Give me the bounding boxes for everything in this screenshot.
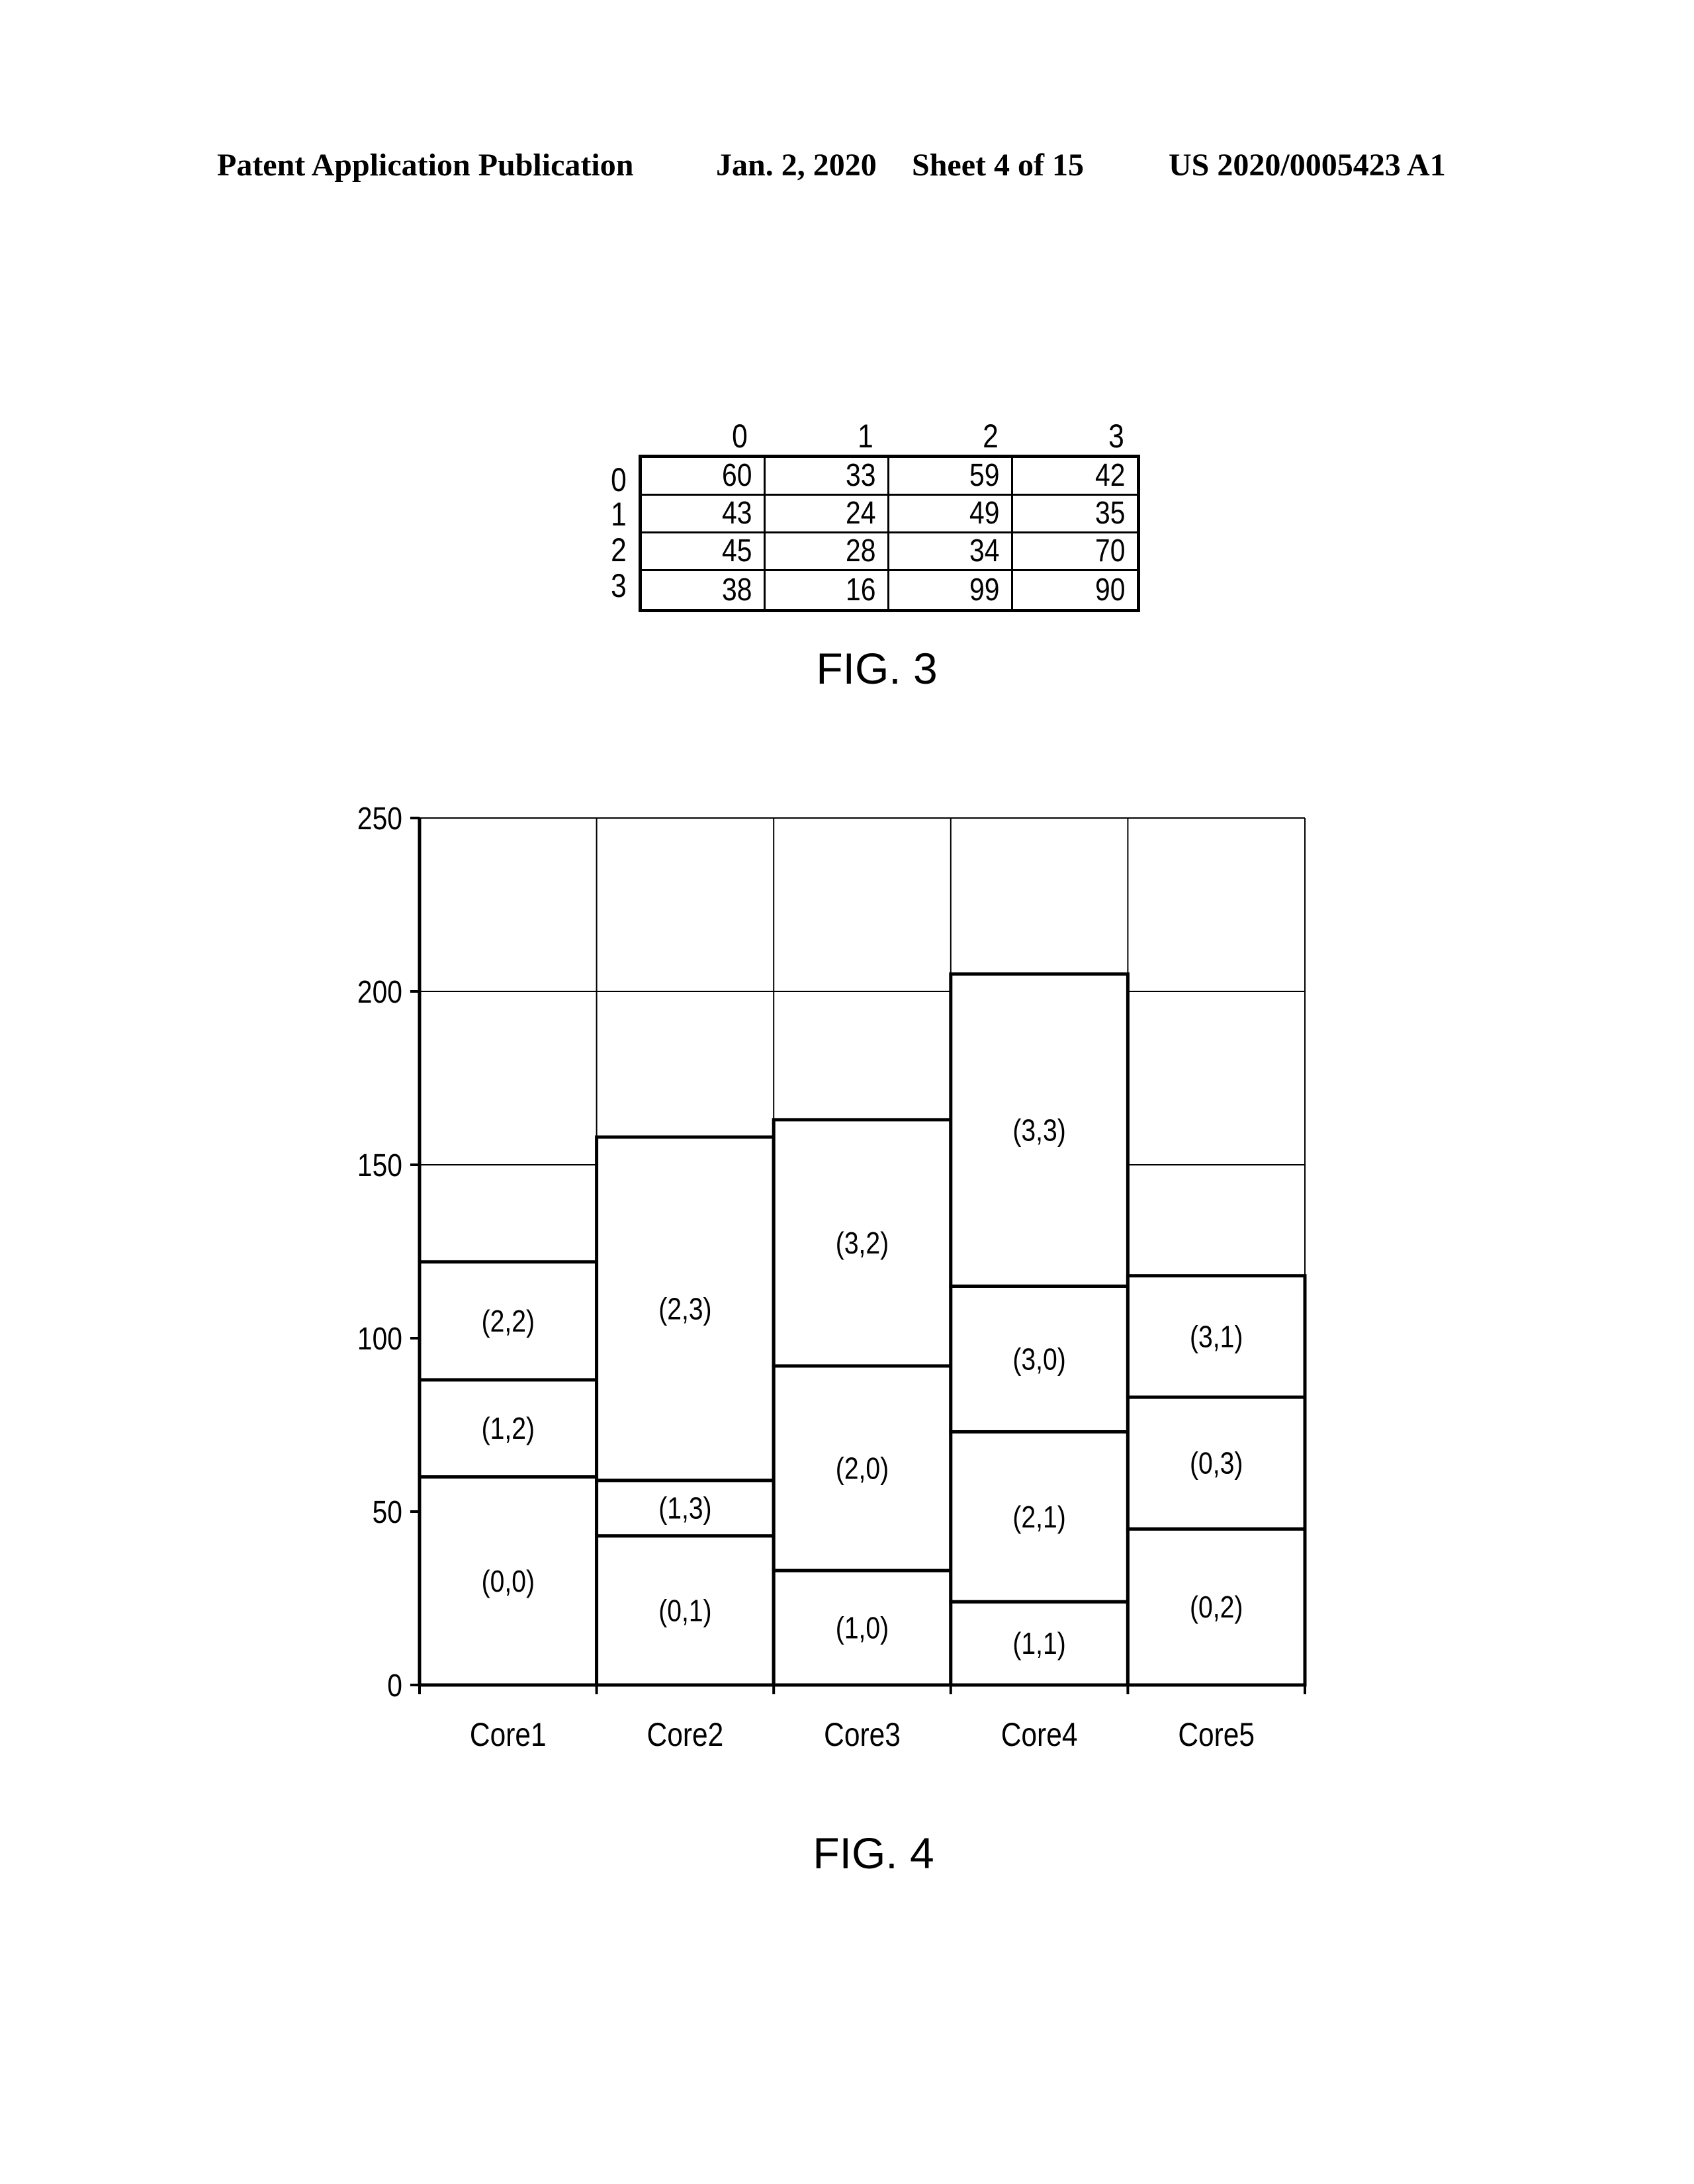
matrix-column-header: 1 (858, 418, 873, 455)
matrix-cell: 49 (889, 496, 1013, 533)
segment-label: (3,1) (1190, 1320, 1243, 1354)
segment-label: (2,1) (1012, 1500, 1065, 1535)
patent-number: US 2020/0005423 A1 (1169, 148, 1446, 183)
segment-label: (3,3) (1012, 1114, 1065, 1148)
matrix-cell: 60 (642, 458, 766, 496)
x-tick-label: Core4 (1001, 1716, 1078, 1753)
bar-segment (949, 1600, 1130, 1687)
segment-label: (1,1) (1012, 1627, 1065, 1661)
y-tick-label: 150 (357, 1148, 402, 1183)
matrix-cell: 38 (642, 571, 766, 609)
matrix-cell: 90 (1094, 572, 1125, 608)
sheet-number: Sheet 4 of 15 (912, 148, 1084, 183)
segment-label: (0,1) (658, 1594, 711, 1628)
matrix-row-header: 1 (611, 496, 627, 533)
matrix-cell: 45 (642, 533, 766, 571)
segment-label: (0,3) (1190, 1447, 1243, 1481)
segment-label: (1,3) (658, 1492, 711, 1526)
x-tick-label: Core1 (470, 1716, 547, 1753)
matrix-column-header: 3 (1108, 418, 1124, 455)
matrix-table: 60 33 59 42 43 24 49 35 45 28 34 70 38 1… (639, 455, 1140, 612)
publication-date: Jan. 2, 2020 (716, 148, 877, 183)
y-tick-label: 100 (357, 1322, 402, 1357)
bar-segment (949, 1430, 1130, 1604)
bar-segment (418, 1378, 599, 1479)
bar-segment (772, 1118, 953, 1368)
matrix-row-header: 0 (611, 461, 627, 498)
matrix-row-header: 2 (611, 531, 627, 569)
bar-segment (595, 1135, 776, 1482)
matrix-cell: 59 (889, 458, 1013, 496)
bar-segment (772, 1569, 953, 1687)
segment-label: (3,2) (836, 1226, 889, 1261)
segment-label: (0,0) (482, 1565, 535, 1599)
matrix-cell: 33 (766, 458, 889, 496)
segment-label: (2,2) (482, 1304, 535, 1339)
matrix-cell: 24 (766, 496, 889, 533)
matrix-cell: 34 (889, 533, 1013, 571)
matrix-cell: 99 (889, 571, 1013, 609)
bar-segment (949, 972, 1130, 1288)
fig3-label: FIG. 3 (816, 644, 938, 693)
segment-label: (2,0) (836, 1452, 889, 1486)
y-tick-label: 0 (387, 1668, 402, 1704)
segment-label: (0,2) (1190, 1590, 1243, 1625)
matrix-cell: 16 (766, 571, 889, 609)
matrix-cell: 35 (1013, 496, 1137, 533)
y-tick-label: 50 (373, 1495, 402, 1530)
matrix-cell: 43 (642, 496, 766, 533)
segment-label: (2,3) (658, 1293, 711, 1327)
x-tick-label: Core3 (824, 1716, 901, 1753)
matrix-cell: 70 (1013, 533, 1137, 571)
y-tick-label: 200 (357, 975, 402, 1010)
matrix-row-header: 3 (611, 567, 627, 604)
segment-label: (3,0) (1012, 1342, 1065, 1377)
fig4-label: FIG. 4 (813, 1829, 934, 1878)
matrix-cell: 28 (766, 533, 889, 571)
bar-segment (949, 1284, 1130, 1433)
matrix-column-header: 2 (983, 418, 999, 455)
x-tick-label: Core5 (1178, 1716, 1255, 1753)
bar-segment (418, 1260, 599, 1382)
segment-label: (1,0) (836, 1612, 889, 1646)
matrix-column-header: 0 (732, 418, 748, 455)
matrix-cell: 42 (1013, 458, 1137, 496)
bar-segment (772, 1364, 953, 1572)
bar-segment (1126, 1395, 1307, 1531)
y-tick-label: 250 (357, 801, 402, 837)
segment-label: (1,2) (482, 1412, 535, 1446)
publication-title: Patent Application Publication (217, 148, 634, 183)
x-tick-label: Core2 (647, 1716, 724, 1753)
bar-segment (1126, 1274, 1307, 1399)
